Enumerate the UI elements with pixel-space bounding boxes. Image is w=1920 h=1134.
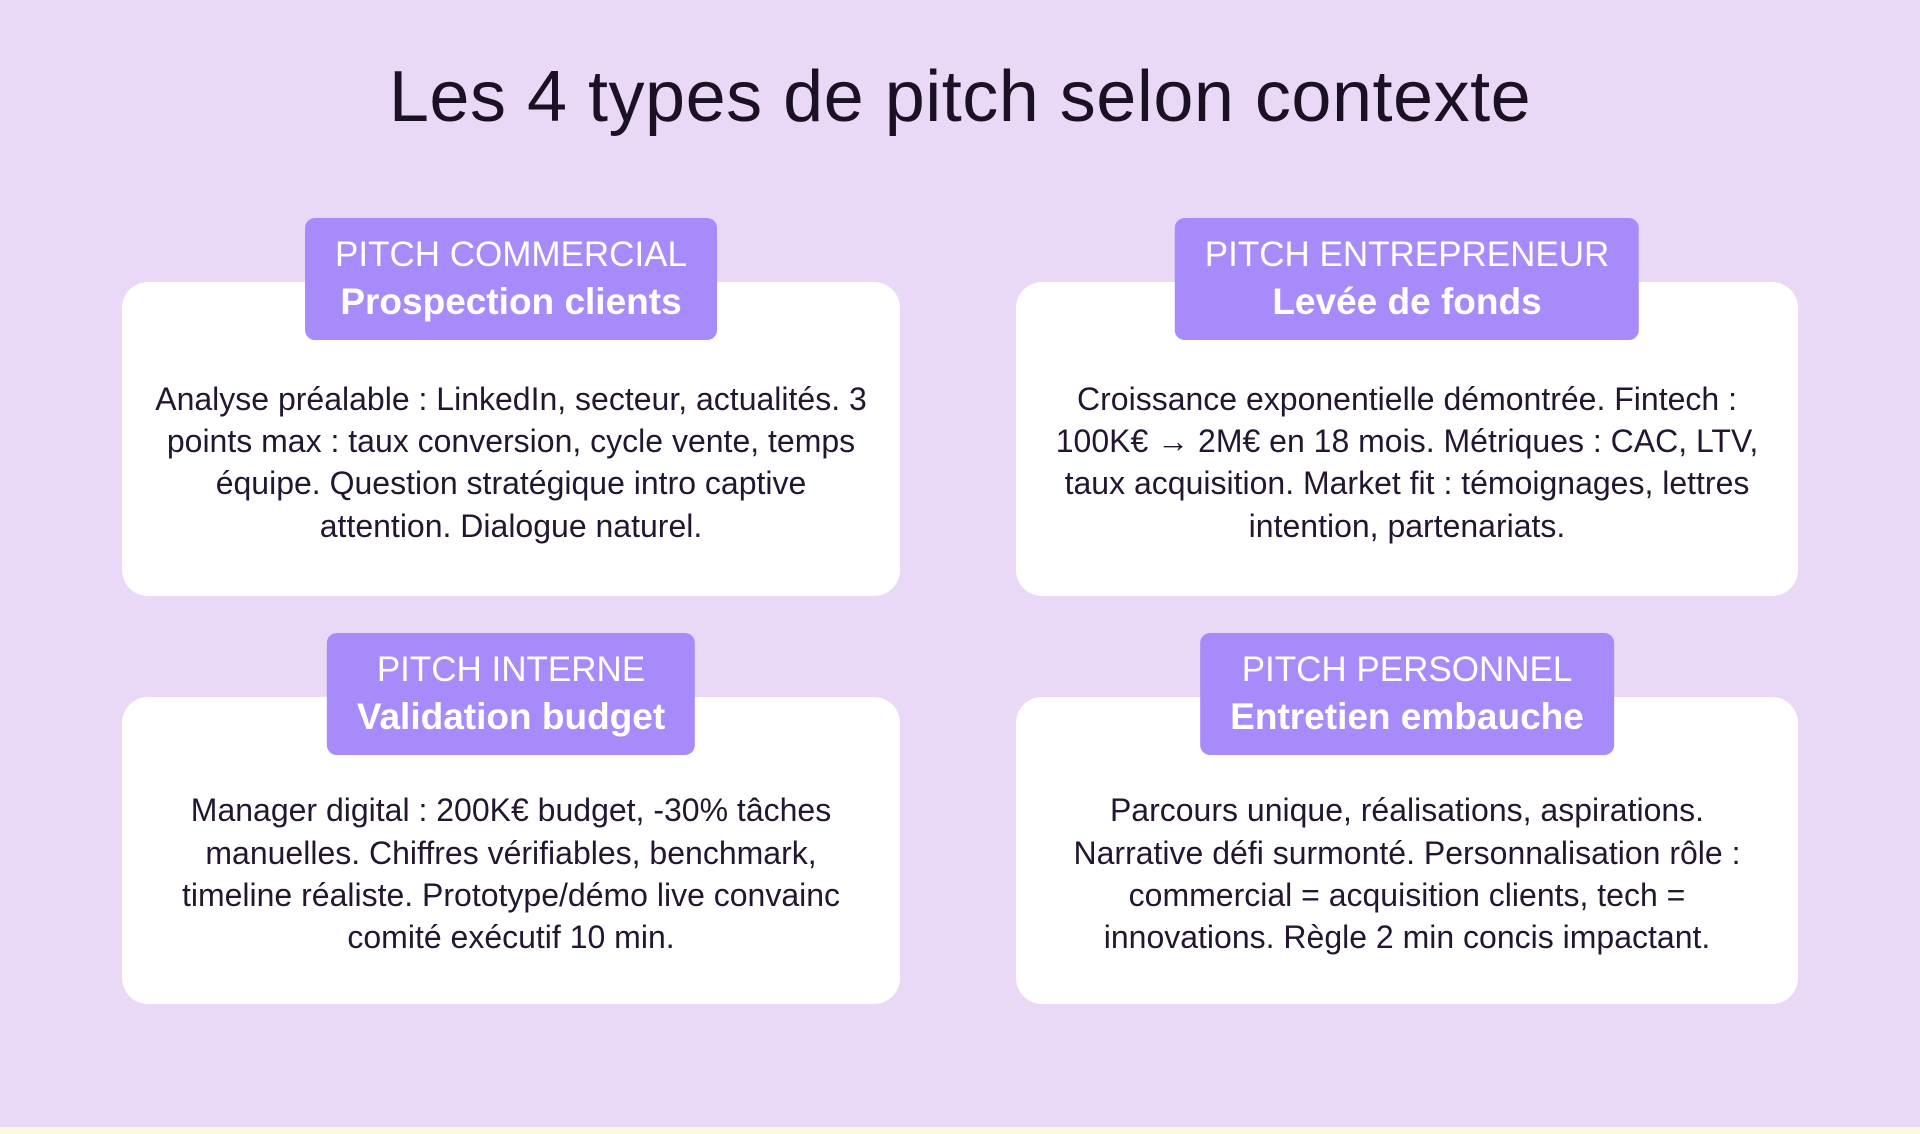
commercial-header-subtitle: Prospection clients [340,280,682,322]
personnel-header-badge: PITCH PERSONNEL Entretien embauche [1200,633,1614,755]
bottom-accent-strip [0,1127,1920,1134]
entrepreneur-header-title: PITCH ENTREPRENEUR [1204,235,1610,275]
cards-grid: PITCH COMMERCIAL Prospection clients Ana… [0,218,1920,1005]
commercial-body-text: Analyse préalable : LinkedIn, secteur, a… [155,380,867,544]
interne-header-subtitle: Validation budget [356,695,666,737]
entrepreneur-header-badge: PITCH ENTREPRENEUR Levée de fonds [1174,218,1640,340]
pitch-card-entrepreneur: PITCH ENTREPRENEUR Levée de fonds Croiss… [1016,218,1798,597]
page-title: Les 4 types de pitch selon contexte [388,57,1532,137]
interne-header-title: PITCH INTERNE [376,650,646,690]
commercial-header-title: PITCH COMMERCIAL [335,235,687,275]
pitch-card-interne: PITCH INTERNE Validation budget Manager … [122,633,900,1005]
pitch-card-personnel: PITCH PERSONNEL Entretien embauche Parco… [1016,633,1798,1005]
personnel-header-subtitle: Entretien embauche [1230,695,1584,737]
interne-body-text: Manager digital : 200K€ budget, -30% tâc… [181,792,841,956]
infographic-page: { "page": { "title": "Les 4 types de pit… [0,54,1920,1134]
pitch-card-commercial: PITCH COMMERCIAL Prospection clients Ana… [122,218,900,597]
commercial-header-badge: PITCH COMMERCIAL Prospection clients [305,218,717,340]
personnel-body-text: Parcours unique, réalisations, aspiratio… [1073,792,1741,956]
entrepreneur-body-text: Croissance exponentielle démontrée. Fint… [1055,380,1759,544]
entrepreneur-header-subtitle: Levée de fonds [1272,280,1542,322]
personnel-header-title: PITCH PERSONNEL [1241,650,1573,690]
interne-card-body: Manager digital : 200K€ budget, -30% tâc… [122,697,900,1005]
interne-header-badge: PITCH INTERNE Validation budget [326,633,696,755]
